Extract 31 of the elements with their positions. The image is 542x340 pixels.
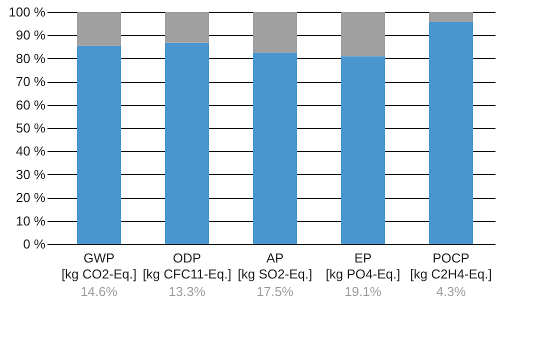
bar (341, 56, 385, 244)
bar (165, 12, 209, 43)
bar (77, 46, 121, 244)
y-tick-label: 30 % (16, 166, 46, 182)
bar (429, 12, 473, 22)
x-tick-label: POCP [kg C2H4-Eq.] (410, 250, 492, 282)
bar (429, 22, 473, 244)
data-label: 13.3% (168, 284, 206, 299)
y-tick-label: 90 % (16, 28, 46, 43)
x-tick-label: EP [kg PO4-Eq.] (326, 250, 400, 282)
x-tick-label: ODP [kg CFC11-Eq.] (142, 250, 232, 282)
y-tick-label: 70 % (16, 74, 46, 90)
bar (253, 12, 297, 53)
y-tick-label: 80 % (16, 50, 46, 66)
y-tick-label: 20 % (16, 190, 46, 206)
y-tick-label: 10 % (16, 213, 46, 228)
bar (341, 12, 385, 56)
data-label: 19.1% (344, 284, 382, 299)
y-tick-label: 100 % (8, 4, 46, 20)
x-tick-label: GWP [kg CO2-Eq.] (61, 250, 137, 282)
y-tick-label: 0 % (23, 236, 46, 252)
data-label: 17.5% (256, 284, 294, 299)
x-tick-label: AP [kg SO2-Eq.] (238, 250, 312, 282)
y-tick-label: 50 % (16, 120, 46, 136)
data-label: 4.3% (436, 284, 466, 299)
bar (77, 12, 121, 46)
y-tick-label: 40 % (16, 144, 46, 159)
bar (165, 42, 209, 244)
bar (253, 52, 297, 244)
y-tick-label: 60 % (16, 97, 46, 112)
data-label: 14.6% (80, 284, 118, 299)
